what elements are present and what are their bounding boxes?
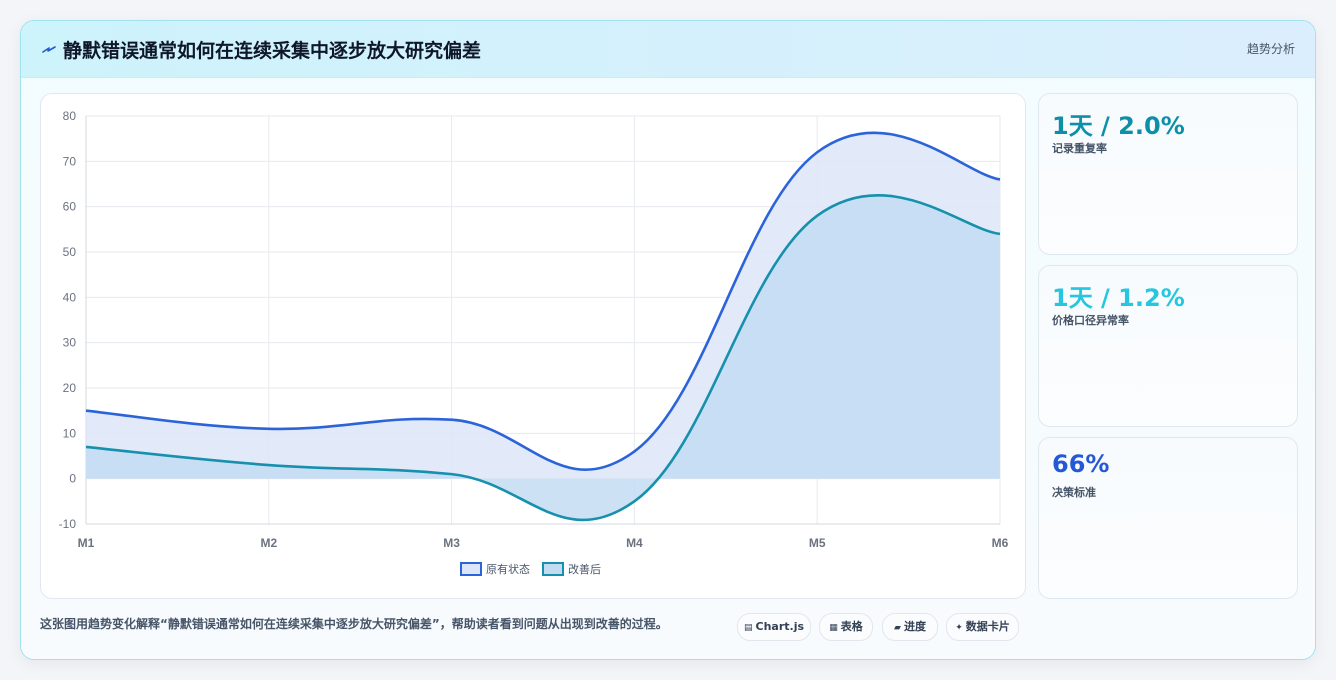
series-line-0 (85, 131, 1001, 472)
y-tick-label: 0 (69, 472, 76, 486)
x-tick-label: M5 (809, 536, 826, 550)
stat-label: 价格口径异常率 (1052, 314, 1129, 327)
chart-card: 静默错误通常如何在连续采集中逐步放大研究偏差 趋势分析 -10 0 10 20 30 40… (20, 20, 1316, 660)
series-line-1 (85, 194, 1001, 522)
pill-label: 数据卡片 (965, 620, 1010, 633)
y-tick-label: 40 (63, 290, 77, 304)
sparkle-icon: ✦ (955, 623, 963, 633)
series-area-1 (86, 195, 1000, 520)
y-tick-label: 80 (63, 109, 77, 123)
stat-card-price-anomaly: 1天 / 1.2% 价格口径异常率 (1038, 265, 1298, 427)
stat-card-duplicate-rate: 1天 / 2.0% 记录重复率 (1038, 93, 1298, 255)
x-tick-label: M2 (260, 536, 277, 550)
pill-table[interactable]: ▦ 表格 (819, 613, 873, 641)
chart-caption: 这张图用趋势变化解释“静默错误通常如何在连续采集中逐步放大研究偏差”，帮助读者看… (40, 617, 668, 631)
progress-icon: ▰ (894, 623, 901, 633)
legend-swatch (460, 562, 482, 576)
stat-value: 66% (1052, 450, 1110, 478)
y-tick-label: 50 (63, 245, 77, 259)
table-icon: ▦ (829, 623, 838, 633)
chart-title: 静默错误通常如何在连续采集中逐步放大研究偏差 (63, 40, 482, 62)
header-tag[interactable]: 趋势分析 (1246, 42, 1295, 56)
stat-label: 记录重复率 (1052, 142, 1107, 155)
y-tick-label: 10 (63, 426, 77, 440)
legend-label: 改善后 (568, 562, 601, 576)
pill-label: Chart.js (755, 620, 805, 633)
x-tick-label: M3 (443, 536, 460, 550)
stat-card-decision-standard: 66% 决策标准 (1038, 437, 1298, 599)
legend-swatch (542, 562, 564, 576)
y-tick-label: 70 (63, 154, 77, 168)
y-tick-label: -10 (59, 517, 77, 531)
y-tick-label: 60 (63, 200, 77, 214)
legend-label: 原有状态 (486, 562, 530, 576)
pill-label: 表格 (840, 620, 863, 633)
x-tick-label: M4 (626, 536, 643, 550)
x-tick-label: M1 (78, 536, 95, 550)
y-tick-label: 30 (63, 336, 77, 350)
pill-data-card[interactable]: ✦ 数据卡片 (946, 613, 1019, 641)
stat-value: 1天 / 1.2% (1052, 284, 1185, 312)
pill-chartjs[interactable]: ▤ Chart.js (737, 613, 811, 641)
stat-value: 1天 / 2.0% (1052, 112, 1185, 140)
area-chart: -10 0 10 20 30 40 50 60 70 80 M1 M2 M3 M4 M5 M6 原有状态 改善后 (59, 109, 1009, 576)
lightning-icon (42, 46, 56, 53)
pill-progress[interactable]: ▰ 进度 (882, 613, 938, 641)
pill-label: 进度 (903, 620, 926, 633)
stat-label: 决策标准 (1052, 486, 1096, 499)
y-tick-label: 20 (63, 381, 77, 395)
chart-icon: ▤ (743, 623, 753, 633)
chart-panel: -10 0 10 20 30 40 50 60 70 80 M1 M2 M3 M4 M5 M6 原有状态 改善后 (40, 93, 1026, 599)
card-header: 静默错误通常如何在连续采集中逐步放大研究偏差 趋势分析 (21, 21, 1315, 78)
x-tick-label: M6 (992, 536, 1009, 550)
